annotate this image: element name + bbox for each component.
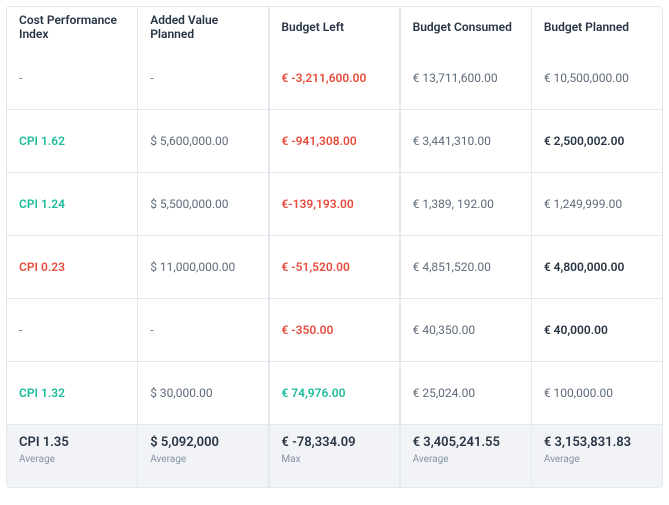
table-row[interactable]: CPI 1.32$ 30,000.00€ 74,976.00€ 25,024.0… xyxy=(7,361,662,424)
cell-consumed: € 25,024.00 xyxy=(400,362,531,424)
summary-consumed: € 3,405,241.55 Average xyxy=(400,425,531,487)
summary-added: $ 5,092,000 Average xyxy=(137,425,268,487)
col-header-consumed[interactable]: Budget Consumed xyxy=(400,7,531,47)
summary-value: € 3,405,241.55 xyxy=(413,435,519,452)
cell-cpi: CPI 1.62 xyxy=(7,110,137,172)
cell-added: - xyxy=(137,47,268,109)
cell-planned: € 2,500,002.00 xyxy=(531,110,662,172)
cell-added: $ 5,600,000.00 xyxy=(137,110,268,172)
summary-value: $ 5,092,000 xyxy=(150,435,256,452)
cell-planned: € 40,000.00 xyxy=(531,299,662,361)
cell-consumed: € 40,350.00 xyxy=(400,299,531,361)
table-row[interactable]: CPI 1.62$ 5,600,000.00€ -941,308.00€ 3,4… xyxy=(7,109,662,172)
cell-cpi: - xyxy=(7,47,137,109)
cell-consumed: € 4,851,520.00 xyxy=(400,236,531,298)
cell-consumed: € 3,441,310.00 xyxy=(400,110,531,172)
cell-planned: € 1,249,999.00 xyxy=(531,173,662,235)
col-header-planned[interactable]: Budget Planned xyxy=(531,7,662,47)
summary-sub: Average xyxy=(544,454,650,465)
summary-value: € 3,153,831.83 xyxy=(544,435,650,452)
table-row[interactable]: CPI 0.23$ 11,000,000.00€ -51,520.00€ 4,8… xyxy=(7,235,662,298)
cell-added: $ 30,000.00 xyxy=(137,362,268,424)
summary-planned: € 3,153,831.83 Average xyxy=(531,425,662,487)
col-header-left[interactable]: Budget Left xyxy=(268,7,399,47)
summary-sub: Average xyxy=(150,454,256,465)
table-summary: CPI 1.35 Average $ 5,092,000 Average € -… xyxy=(7,424,662,487)
cell-added: $ 11,000,000.00 xyxy=(137,236,268,298)
table-header: Cost Performance Index Added Value Plann… xyxy=(7,7,662,47)
cell-consumed: € 13,711,600.00 xyxy=(400,47,531,109)
summary-sub: Average xyxy=(19,454,125,465)
table-row[interactable]: --€ -350.00€ 40,350.00€ 40,000.00 xyxy=(7,298,662,361)
budget-table: Cost Performance Index Added Value Plann… xyxy=(6,6,663,488)
cell-added: $ 5,500,000.00 xyxy=(137,173,268,235)
table-row[interactable]: CPI 1.24$ 5,500,000.00€-139,193.00€ 1,38… xyxy=(7,172,662,235)
col-header-cpi[interactable]: Cost Performance Index xyxy=(7,7,137,47)
summary-value: CPI 1.35 xyxy=(19,435,125,452)
cell-planned: € 100,000.00 xyxy=(531,362,662,424)
summary-left: € -78,334.09 Max xyxy=(268,425,399,487)
cell-left: € -350.00 xyxy=(268,299,399,361)
col-header-added[interactable]: Added Value Planned xyxy=(137,7,268,47)
cell-left: € 74,976.00 xyxy=(268,362,399,424)
cell-cpi: - xyxy=(7,299,137,361)
cell-left: € -3,211,600.00 xyxy=(268,47,399,109)
table-row[interactable]: --€ -3,211,600.00€ 13,711,600.00€ 10,500… xyxy=(7,47,662,109)
summary-cpi: CPI 1.35 Average xyxy=(7,425,137,487)
cell-planned: € 4,800,000.00 xyxy=(531,236,662,298)
cell-cpi: CPI 0.23 xyxy=(7,236,137,298)
cell-left: € -941,308.00 xyxy=(268,110,399,172)
cell-cpi: CPI 1.32 xyxy=(7,362,137,424)
summary-sub: Average xyxy=(413,454,519,465)
summary-sub: Max xyxy=(281,454,387,465)
cell-left: €-139,193.00 xyxy=(268,173,399,235)
cell-planned: € 10,500,000.00 xyxy=(531,47,662,109)
cell-consumed: € 1,389, 192.00 xyxy=(400,173,531,235)
cell-left: € -51,520.00 xyxy=(268,236,399,298)
cell-added: - xyxy=(137,299,268,361)
summary-value: € -78,334.09 xyxy=(281,435,387,452)
cell-cpi: CPI 1.24 xyxy=(7,173,137,235)
